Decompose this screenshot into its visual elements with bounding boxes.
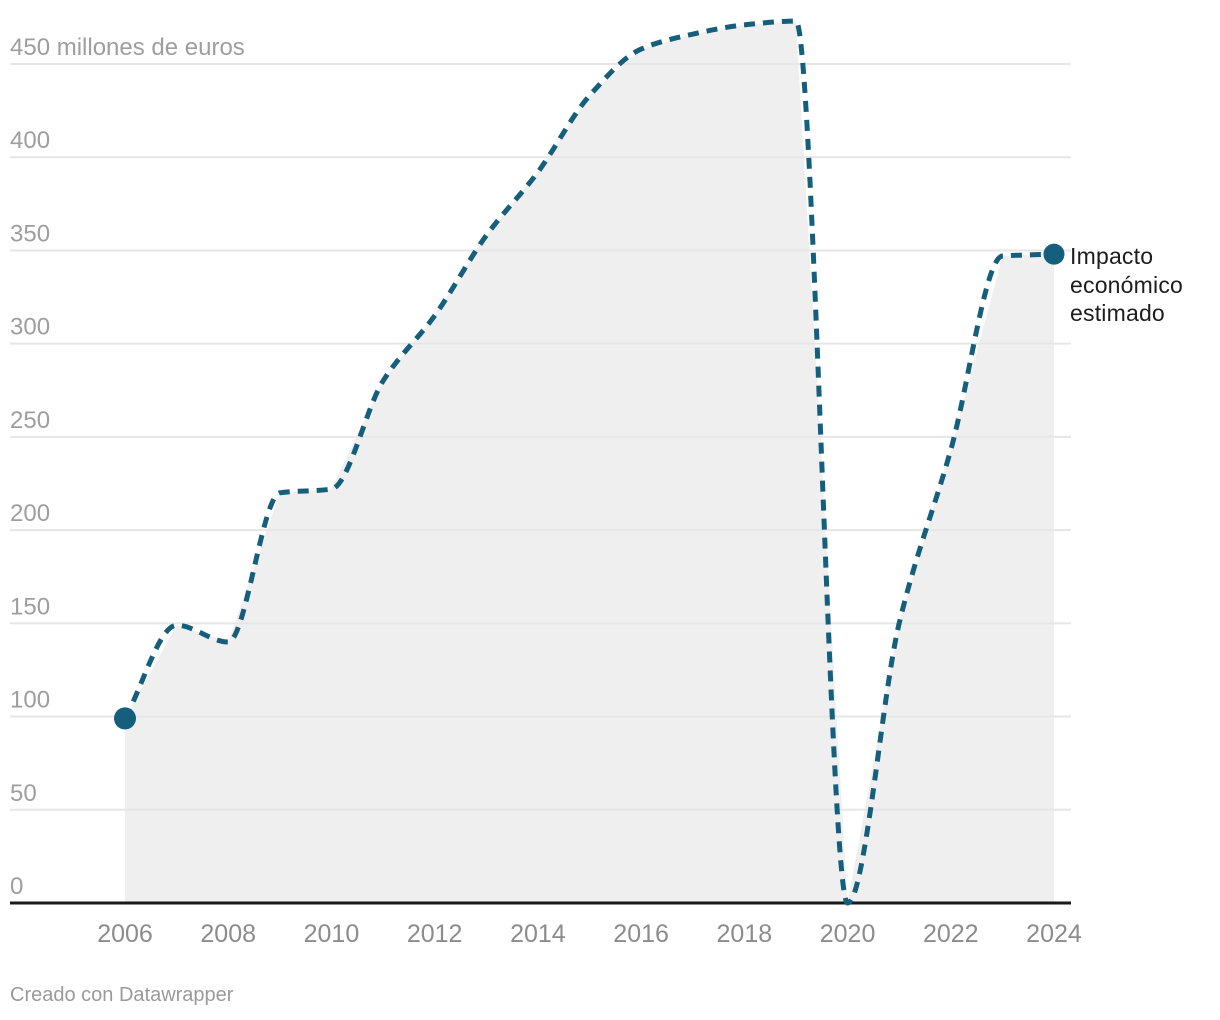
x-tick-label: 2010 <box>304 920 360 948</box>
x-tick-label: 2006 <box>97 920 153 948</box>
y-tick-label: 300 <box>10 314 50 341</box>
y-tick-label: 350 <box>10 220 50 247</box>
series-label: Impacto económico estimado <box>1070 243 1184 326</box>
x-tick-label: 2022 <box>923 920 979 948</box>
y-tick-label: 0 <box>10 873 23 900</box>
y-tick-label: 250 <box>10 407 50 434</box>
y-axis-unit-label: 450 millones de euros <box>10 34 245 61</box>
area-fill <box>125 21 1054 903</box>
x-tick-label: 2014 <box>510 920 566 948</box>
x-tick-label: 2024 <box>1026 920 1082 948</box>
x-tick-label: 2020 <box>820 920 876 948</box>
x-tick-label: 2018 <box>717 920 773 948</box>
y-tick-label: 100 <box>10 687 50 714</box>
y-tick-label: 400 <box>10 127 50 154</box>
data-line <box>122 18 1055 906</box>
end-point-marker <box>1043 243 1065 265</box>
x-tick-label: 2008 <box>200 920 256 948</box>
attribution-footer: Creado con Datawrapper <box>10 984 234 1006</box>
x-tick-label: 2012 <box>407 920 463 948</box>
y-tick-label: 50 <box>10 780 37 807</box>
start-point-marker <box>114 707 136 730</box>
x-tick-label: 2016 <box>613 920 669 948</box>
y-tick-label: 150 <box>10 593 50 620</box>
y-tick-label: 200 <box>10 500 50 527</box>
